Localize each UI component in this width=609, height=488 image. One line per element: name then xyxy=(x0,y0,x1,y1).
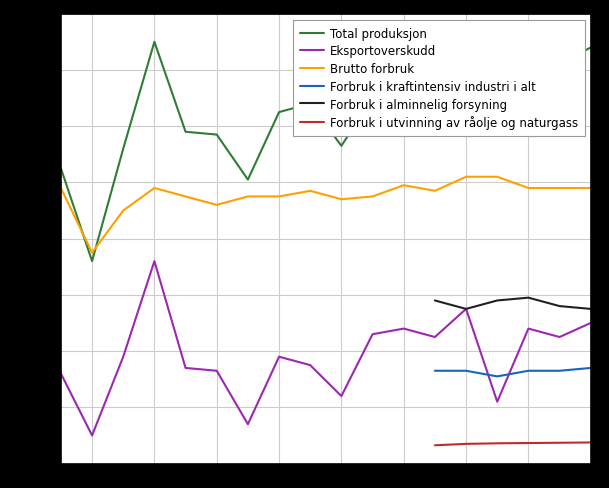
Line: Total produksjon: Total produksjon xyxy=(61,42,591,262)
Forbruk i utvinning av råolje og naturgass xyxy=(431,443,438,448)
Legend: Total produksjon, Eksportoverskudd, Brutto forbruk, Forbruk i kraftintensiv indu: Total produksjon, Eksportoverskudd, Brut… xyxy=(293,20,585,137)
Forbruk i kraftintensiv industri i alt xyxy=(556,368,563,374)
Brutto forbruk xyxy=(57,185,65,191)
Line: Forbruk i alminnelig forsyning: Forbruk i alminnelig forsyning xyxy=(435,298,591,309)
Eksportoverskudd xyxy=(587,320,594,326)
Total produksjon xyxy=(119,146,127,152)
Total produksjon xyxy=(556,62,563,68)
Brutto forbruk xyxy=(182,194,189,200)
Eksportoverskudd xyxy=(57,371,65,377)
Total produksjon xyxy=(88,259,96,264)
Forbruk i utvinning av råolje og naturgass xyxy=(525,440,532,446)
Brutto forbruk xyxy=(400,183,407,189)
Forbruk i kraftintensiv industri i alt xyxy=(525,368,532,374)
Forbruk i alminnelig forsyning xyxy=(462,306,470,312)
Forbruk i utvinning av råolje og naturgass xyxy=(587,440,594,446)
Total produksjon xyxy=(587,45,594,51)
Total produksjon xyxy=(462,54,470,60)
Brutto forbruk xyxy=(338,197,345,203)
Forbruk i utvinning av råolje og naturgass xyxy=(462,441,470,447)
Line: Brutto forbruk: Brutto forbruk xyxy=(61,177,591,253)
Line: Eksportoverskudd: Eksportoverskudd xyxy=(61,262,591,435)
Eksportoverskudd xyxy=(306,363,314,368)
Total produksjon xyxy=(525,79,532,85)
Forbruk i utvinning av råolje og naturgass xyxy=(493,441,501,447)
Eksportoverskudd xyxy=(525,326,532,332)
Total produksjon xyxy=(244,177,252,183)
Forbruk i alminnelig forsyning xyxy=(431,298,438,304)
Brutto forbruk xyxy=(275,194,283,200)
Eksportoverskudd xyxy=(182,365,189,371)
Brutto forbruk xyxy=(462,174,470,180)
Line: Forbruk i utvinning av råolje og naturgass: Forbruk i utvinning av råolje og naturga… xyxy=(435,443,591,446)
Forbruk i alminnelig forsyning xyxy=(556,304,563,309)
Eksportoverskudd xyxy=(213,368,220,374)
Brutto forbruk xyxy=(151,185,158,191)
Brutto forbruk xyxy=(525,185,532,191)
Total produksjon xyxy=(400,82,407,88)
Eksportoverskudd xyxy=(493,399,501,405)
Eksportoverskudd xyxy=(119,354,127,360)
Brutto forbruk xyxy=(431,188,438,194)
Total produksjon xyxy=(306,102,314,107)
Brutto forbruk xyxy=(556,185,563,191)
Brutto forbruk xyxy=(587,185,594,191)
Total produksjon xyxy=(275,110,283,116)
Forbruk i alminnelig forsyning xyxy=(525,295,532,301)
Forbruk i kraftintensiv industri i alt xyxy=(587,365,594,371)
Brutto forbruk xyxy=(213,203,220,208)
Eksportoverskudd xyxy=(338,393,345,399)
Total produksjon xyxy=(57,166,65,172)
Total produksjon xyxy=(151,40,158,45)
Eksportoverskudd xyxy=(400,326,407,332)
Eksportoverskudd xyxy=(244,421,252,427)
Brutto forbruk xyxy=(244,194,252,200)
Total produksjon xyxy=(369,96,376,102)
Eksportoverskudd xyxy=(431,334,438,340)
Total produksjon xyxy=(431,90,438,96)
Eksportoverskudd xyxy=(88,432,96,438)
Line: Forbruk i kraftintensiv industri i alt: Forbruk i kraftintensiv industri i alt xyxy=(435,368,591,377)
Eksportoverskudd xyxy=(275,354,283,360)
Brutto forbruk xyxy=(306,188,314,194)
Eksportoverskudd xyxy=(556,334,563,340)
Eksportoverskudd xyxy=(369,332,376,338)
Total produksjon xyxy=(213,132,220,138)
Total produksjon xyxy=(338,143,345,149)
Total produksjon xyxy=(493,68,501,74)
Brutto forbruk xyxy=(119,208,127,214)
Forbruk i utvinning av råolje og naturgass xyxy=(556,440,563,446)
Forbruk i kraftintensiv industri i alt xyxy=(493,374,501,380)
Forbruk i kraftintensiv industri i alt xyxy=(431,368,438,374)
Brutto forbruk xyxy=(369,194,376,200)
Total produksjon xyxy=(182,129,189,135)
Brutto forbruk xyxy=(88,250,96,256)
Forbruk i alminnelig forsyning xyxy=(587,306,594,312)
Brutto forbruk xyxy=(493,174,501,180)
Forbruk i alminnelig forsyning xyxy=(493,298,501,304)
Forbruk i kraftintensiv industri i alt xyxy=(462,368,470,374)
Eksportoverskudd xyxy=(151,259,158,264)
Eksportoverskudd xyxy=(462,306,470,312)
